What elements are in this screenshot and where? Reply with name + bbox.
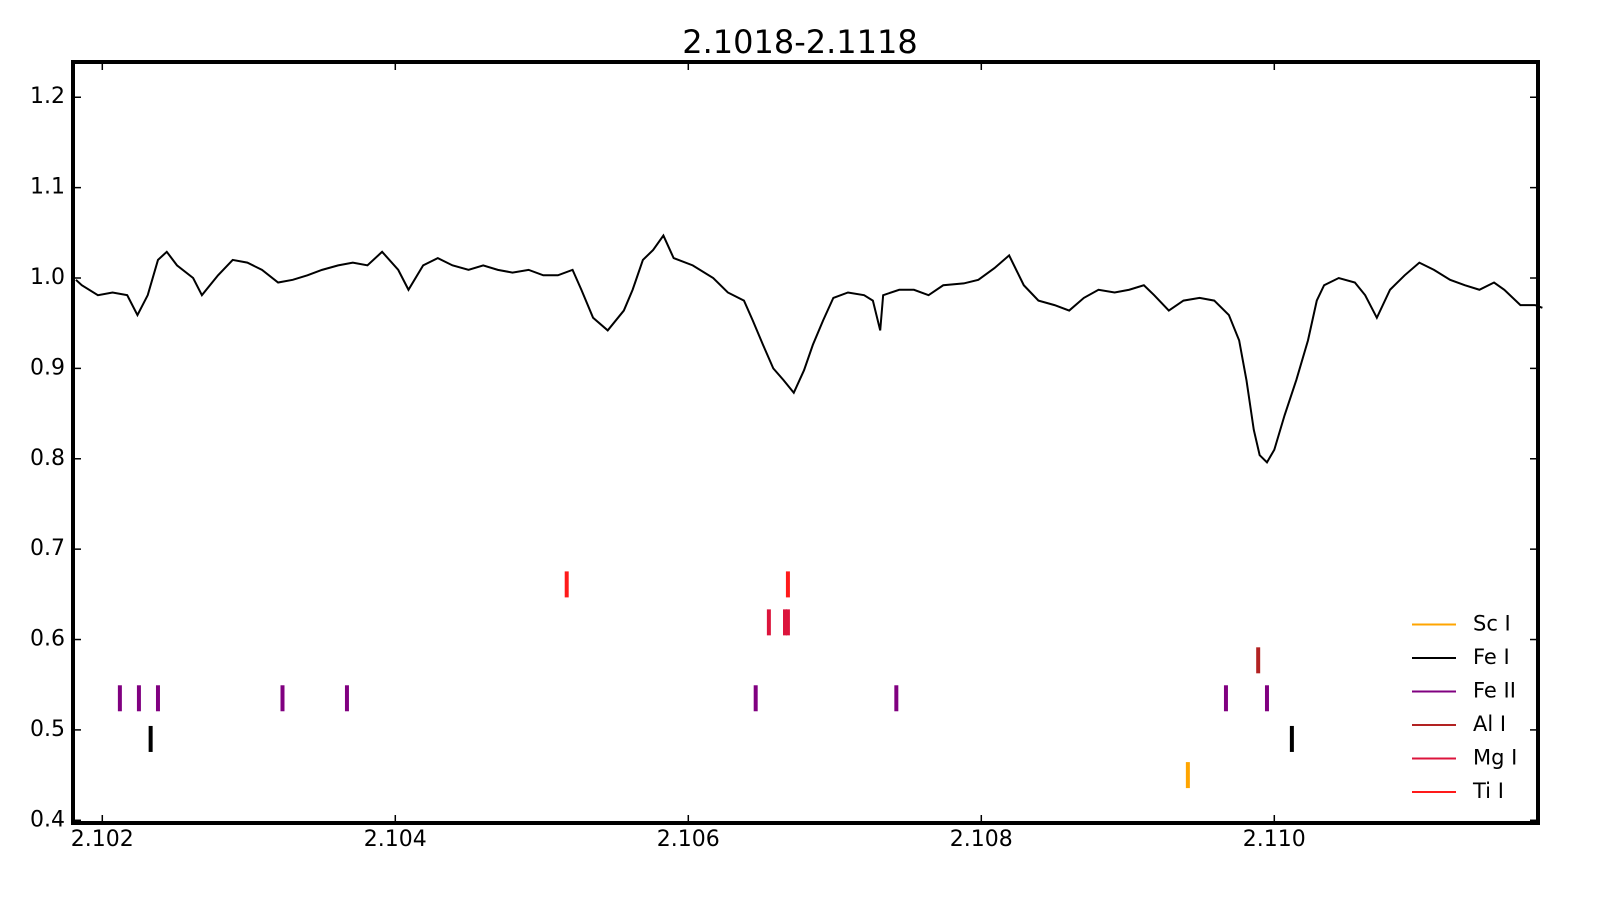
y-tick-label: 1.0 [30, 265, 65, 290]
legend-label: Ti I [1472, 779, 1504, 803]
legend-label: Fe I [1473, 645, 1510, 669]
y-tick-label: 0.6 [30, 627, 65, 652]
legend-label: Al I [1473, 712, 1506, 736]
y-tick-label: 0.8 [30, 446, 65, 471]
legend-label: Mg I [1473, 746, 1517, 770]
x-tick-label: 2.104 [364, 827, 427, 852]
legend-label: Fe II [1473, 679, 1516, 703]
y-tick-label: 1.2 [30, 84, 65, 109]
x-tick-label: 2.106 [657, 827, 720, 852]
y-tick-label: 0.4 [30, 807, 65, 832]
spectrum-line [75, 233, 1543, 464]
x-tick-label: 2.108 [950, 827, 1013, 852]
y-tick-label: 1.1 [30, 175, 65, 200]
y-tick-label: 0.9 [30, 355, 65, 380]
y-tick-label: 0.7 [30, 536, 65, 561]
legend-label: Sc I [1473, 612, 1511, 636]
x-tick-label: 2.110 [1243, 827, 1306, 852]
y-tick-label: 0.5 [30, 717, 65, 742]
x-tick-label: 2.102 [71, 827, 134, 852]
chart-title: 2.1018-2.1118 [682, 23, 917, 61]
plot-frame [71, 60, 1540, 825]
